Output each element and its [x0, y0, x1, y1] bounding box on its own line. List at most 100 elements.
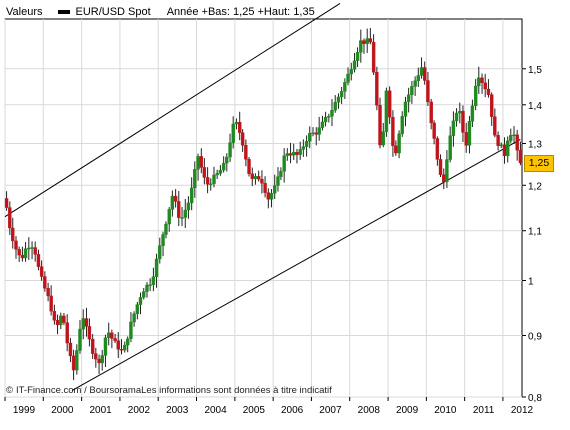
candle-body	[371, 41, 376, 73]
candle-body	[173, 195, 178, 202]
candle-body	[247, 159, 251, 175]
x-tick-label: 2007	[319, 405, 342, 416]
y-tick-label: 1,1	[528, 227, 542, 238]
candle-up	[311, 127, 315, 137]
candle-up	[413, 76, 417, 96]
candle-body	[59, 315, 63, 326]
series-label: EUR/USD Spot	[75, 6, 151, 18]
candle-body	[90, 338, 95, 354]
candle-body	[419, 67, 424, 76]
candle-body	[314, 132, 318, 135]
candle-body	[20, 254, 25, 259]
candle-up	[234, 118, 239, 130]
candle-up	[142, 287, 146, 300]
candle-down	[94, 347, 98, 368]
candle-body	[330, 109, 334, 117]
candle-up	[231, 116, 235, 149]
candle-up	[27, 237, 31, 260]
candle-down	[435, 136, 440, 166]
candle-up	[154, 253, 159, 288]
candle-body	[375, 72, 379, 106]
candle-down	[378, 97, 382, 149]
x-tick-label: 2009	[396, 405, 419, 416]
candle-body	[170, 195, 175, 210]
candle-body	[448, 135, 452, 160]
candle-body	[135, 304, 140, 315]
candle-body	[129, 321, 133, 339]
candle-down	[263, 176, 267, 198]
candle-up	[138, 292, 143, 315]
candle-body	[84, 318, 89, 327]
candle-down	[480, 73, 484, 94]
candle-up	[193, 161, 197, 198]
candle-body	[365, 38, 369, 44]
candle-down	[177, 191, 181, 226]
candle-body	[512, 134, 516, 137]
candle-body	[212, 174, 216, 185]
candle-body	[71, 355, 76, 371]
candle-body	[317, 127, 321, 135]
candle-up	[81, 309, 85, 340]
chart-header: Valeurs EUR/USD Spot Année +Bas: 1,25 +H…	[6, 4, 315, 20]
candle-body	[410, 86, 414, 95]
candle-up	[349, 62, 353, 81]
candle-body	[509, 135, 513, 142]
candle-down	[432, 120, 436, 145]
candle-down	[394, 140, 398, 156]
candle-down	[65, 314, 69, 352]
candle-up	[397, 130, 401, 159]
candle-body	[406, 94, 411, 103]
candle-body	[125, 338, 130, 346]
candle-up	[167, 207, 171, 232]
candle-up	[330, 99, 334, 127]
candle-down	[11, 217, 15, 249]
candle-down	[502, 137, 507, 164]
candle-down	[375, 66, 379, 111]
y-tick-label: 0,9	[528, 331, 542, 342]
candle-body	[138, 297, 143, 305]
candle-body	[384, 90, 389, 132]
header-label: Valeurs	[6, 6, 43, 18]
candle-up	[103, 334, 108, 368]
x-tick-label: 1999	[13, 405, 36, 416]
candle-body	[464, 132, 468, 146]
candle-up	[403, 96, 408, 127]
candle-body	[49, 295, 53, 312]
candle-up	[301, 139, 306, 157]
x-tick-label: 2002	[128, 405, 151, 416]
y-tick-label: 1,5	[528, 65, 542, 76]
candle-down	[515, 129, 519, 161]
candle-up	[317, 116, 321, 141]
candle-down	[119, 339, 124, 355]
candle-up	[355, 47, 360, 67]
candle-body	[451, 120, 456, 136]
candle-up	[269, 189, 274, 208]
candle-body	[416, 75, 420, 81]
x-tick-label: 2003	[166, 405, 189, 416]
candle-body	[244, 145, 248, 160]
candle-body	[78, 328, 82, 351]
candle-up	[509, 128, 513, 144]
candle-body	[52, 310, 57, 321]
candle-body	[359, 40, 363, 53]
x-tick-label: 2005	[243, 405, 266, 416]
candle-down	[247, 156, 251, 177]
candle-up	[339, 86, 344, 104]
candle-up	[282, 148, 286, 183]
candle-body	[403, 101, 408, 117]
y-tick-label: 0,8	[528, 393, 542, 404]
candle-up	[285, 148, 290, 161]
candle-body	[276, 176, 280, 186]
candle-up	[180, 207, 184, 227]
candle-body	[470, 105, 475, 122]
candle-up	[298, 141, 302, 160]
candle-body	[362, 40, 366, 44]
candle-up	[209, 178, 213, 191]
candle-down	[36, 249, 41, 271]
candle-body	[167, 209, 171, 225]
candle-down	[483, 73, 487, 98]
y-tick-label: 1,3	[528, 139, 542, 150]
candle-body	[454, 112, 459, 122]
candle-down	[46, 282, 50, 302]
candle-up	[135, 301, 140, 320]
